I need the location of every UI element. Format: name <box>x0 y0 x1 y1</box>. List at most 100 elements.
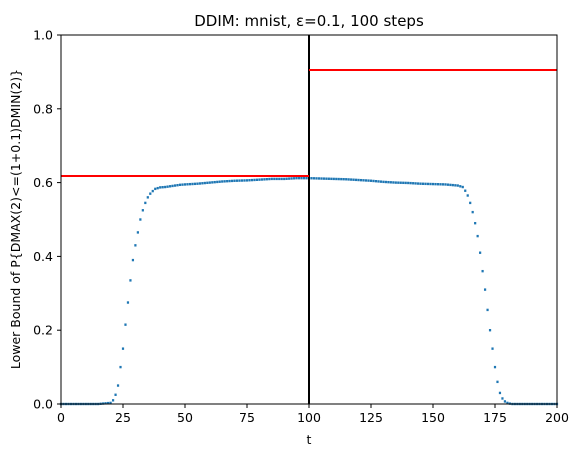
data-point <box>384 180 387 184</box>
y-axis-ticks: 0.0 0.2 0.4 0.6 0.8 1.0 <box>33 28 61 412</box>
data-point <box>446 183 449 186</box>
data-point <box>419 182 422 185</box>
data-point <box>441 183 445 186</box>
data-point <box>149 192 152 195</box>
data-point <box>397 181 400 184</box>
data-point <box>235 179 239 182</box>
data-point <box>302 176 306 180</box>
data-point <box>332 177 335 181</box>
y-tick-label: 0.2 <box>33 323 53 338</box>
data-point <box>335 177 338 181</box>
data-point <box>116 384 120 387</box>
x-tick-label: 0 <box>57 410 65 425</box>
data-point <box>498 391 502 395</box>
data-point <box>367 179 370 182</box>
data-point <box>357 178 360 182</box>
data-point <box>359 178 363 182</box>
data-point <box>280 177 283 181</box>
data-point <box>238 179 241 182</box>
data-point <box>491 347 494 350</box>
data-point <box>372 179 375 183</box>
data-point <box>166 185 169 188</box>
data-point <box>362 179 365 182</box>
data-point <box>471 210 474 214</box>
data-point <box>379 180 383 183</box>
data-point <box>126 301 130 304</box>
data-point <box>483 288 487 291</box>
data-point <box>253 178 256 182</box>
data-point <box>275 177 278 181</box>
data-point <box>188 182 192 186</box>
data-point <box>136 231 139 234</box>
data-point <box>131 258 135 262</box>
data-point <box>104 402 107 405</box>
data-point <box>392 181 395 184</box>
data-point <box>233 179 236 182</box>
data-point <box>154 187 157 191</box>
y-tick-label: 0.6 <box>33 175 53 190</box>
data-point <box>203 181 206 185</box>
data-point <box>474 221 477 225</box>
data-point <box>268 177 271 181</box>
data-point <box>211 181 214 184</box>
data-point <box>345 178 348 181</box>
data-point <box>250 178 254 182</box>
data-point <box>221 180 224 183</box>
data-point <box>248 179 251 182</box>
data-point <box>466 194 469 197</box>
data-point <box>389 181 392 184</box>
data-point <box>407 181 410 185</box>
data-point <box>278 177 281 181</box>
chart-title: DDIM: mnist, ε=0.1, 100 steps <box>194 12 424 30</box>
data-point <box>503 400 507 403</box>
data-point <box>409 181 412 185</box>
data-point <box>285 177 288 180</box>
y-axis-label: Lower Bound of P{DMAX(2)<=(1+0.1)DMIN(2)… <box>8 69 23 369</box>
data-point <box>322 177 325 180</box>
data-point <box>173 184 177 187</box>
data-point <box>340 177 343 181</box>
x-tick-label: 25 <box>115 410 131 425</box>
x-tick-label: 200 <box>545 410 569 425</box>
data-point <box>216 180 219 184</box>
data-point <box>501 397 504 400</box>
data-point <box>493 365 497 369</box>
data-point <box>320 177 323 180</box>
data-point <box>223 180 226 183</box>
data-point <box>436 183 440 186</box>
data-point <box>414 182 417 185</box>
data-point <box>111 399 115 402</box>
data-point <box>352 178 355 181</box>
data-point <box>402 181 405 185</box>
data-point <box>119 365 122 369</box>
y-tick-label: 0.4 <box>33 249 53 264</box>
data-point <box>394 181 397 184</box>
data-point <box>327 177 330 180</box>
data-point <box>139 218 142 221</box>
data-point <box>347 178 350 181</box>
data-point <box>124 323 127 326</box>
data-point <box>350 178 353 181</box>
data-point <box>387 180 390 184</box>
data-point <box>109 401 112 405</box>
data-point <box>496 380 499 384</box>
data-point <box>164 185 167 189</box>
data-point <box>181 183 184 186</box>
data-point <box>273 177 276 181</box>
data-point <box>461 185 464 189</box>
data-point <box>469 201 472 205</box>
data-point <box>310 177 313 180</box>
y-tick-label: 0.0 <box>33 397 53 412</box>
data-point <box>439 183 442 186</box>
data-point <box>178 183 182 187</box>
data-point <box>245 179 249 182</box>
data-point <box>300 176 303 180</box>
data-point <box>151 189 154 193</box>
data-point <box>144 201 147 205</box>
y-tick-label: 0.8 <box>33 101 53 116</box>
data-point <box>399 181 402 184</box>
data-point <box>156 186 159 190</box>
data-point <box>129 279 132 282</box>
data-point <box>404 181 407 185</box>
data-point <box>479 251 482 254</box>
